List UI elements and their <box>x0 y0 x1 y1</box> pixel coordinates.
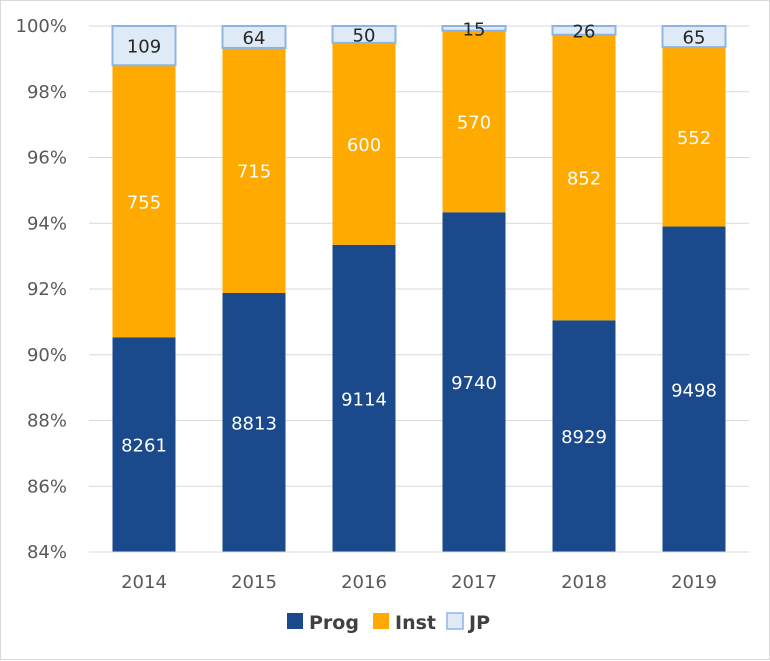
x-axis: 2014 2015 2016 2017 2018 2019 <box>89 551 749 593</box>
bar-inst-2019 <box>662 47 726 227</box>
data-label-inst-2014: 755 <box>127 192 161 213</box>
x-tick-label: 2015 <box>231 572 277 593</box>
data-label-inst-2018: 852 <box>567 169 601 190</box>
data-label-inst-2016: 600 <box>347 135 381 156</box>
data-label-jp-2016: 50 <box>353 25 376 46</box>
bar-jp-2018 <box>551 25 617 36</box>
bar-jp-2017 <box>441 25 507 32</box>
bar-inst-2018 <box>552 34 616 321</box>
x-tick-label: 2019 <box>671 572 717 593</box>
data-label-prog-2019: 9498 <box>671 380 717 401</box>
data-label-prog-2015: 8813 <box>231 413 277 434</box>
y-tick-label: 84% <box>27 542 67 563</box>
data-label-jp-2015: 64 <box>243 28 266 49</box>
data-label-prog-2018: 8929 <box>561 427 607 448</box>
x-tick-label: 2016 <box>341 572 387 593</box>
bar-prog-2017 <box>442 212 506 552</box>
x-tick-label: 2014 <box>121 572 167 593</box>
bar-prog-2015 <box>222 292 286 552</box>
y-tick-label: 94% <box>27 213 67 234</box>
y-tick-label: 90% <box>27 345 67 366</box>
legend-label-inst: Inst <box>395 612 436 634</box>
data-labels: 8261 755 109 8813 715 64 9114 600 50 9740 570 15 892… <box>121 19 717 456</box>
data-label-inst-2019: 552 <box>677 128 711 149</box>
bar-jp-2014 <box>111 25 177 67</box>
legend: Prog Inst JP <box>287 612 490 634</box>
data-label-jp-2017: 15 <box>463 19 486 40</box>
data-label-jp-2018: 26 <box>573 21 596 42</box>
y-tick-label: 92% <box>27 279 67 300</box>
data-label-inst-2015: 715 <box>237 161 271 182</box>
data-label-prog-2014: 8261 <box>121 436 167 457</box>
x-tick-label: 2017 <box>451 572 497 593</box>
y-tick-label: 96% <box>27 148 67 169</box>
legend-swatch-jp <box>446 612 464 630</box>
bar-jp-2016 <box>331 25 397 44</box>
legend-label-jp: JP <box>467 612 490 634</box>
y-tick-label: 88% <box>27 411 67 432</box>
bar-prog-2019 <box>662 226 726 552</box>
data-label-jp-2014: 109 <box>127 37 161 58</box>
bar-inst-2017 <box>442 30 506 213</box>
data-label-prog-2016: 9114 <box>341 389 387 410</box>
y-tick-label: 98% <box>27 82 67 103</box>
y-axis: 84% 86% 88% 90% 92% 94% 96% 98% 100% <box>16 16 67 563</box>
y-tick-label: 86% <box>27 476 67 497</box>
legend-swatch-prog <box>287 613 303 629</box>
x-tick-label: 2018 <box>561 572 607 593</box>
bar-prog-2014 <box>112 337 176 552</box>
data-label-inst-2017: 570 <box>457 113 491 134</box>
y-tick-label: 100% <box>16 16 67 37</box>
bar-inst-2015 <box>222 47 286 293</box>
bar-jp-2015 <box>221 25 287 49</box>
bar-inst-2014 <box>112 65 176 338</box>
bar-prog-2018 <box>552 320 616 552</box>
data-label-prog-2017: 9740 <box>451 373 497 394</box>
data-label-jp-2019: 65 <box>683 28 706 49</box>
bars <box>111 25 727 552</box>
gridlines <box>89 25 749 553</box>
bar-prog-2016 <box>332 244 396 552</box>
legend-label-prog: Prog <box>309 612 359 634</box>
bar-jp-2019 <box>661 25 727 49</box>
legend-swatch-inst <box>373 613 389 629</box>
bar-inst-2016 <box>332 42 396 245</box>
